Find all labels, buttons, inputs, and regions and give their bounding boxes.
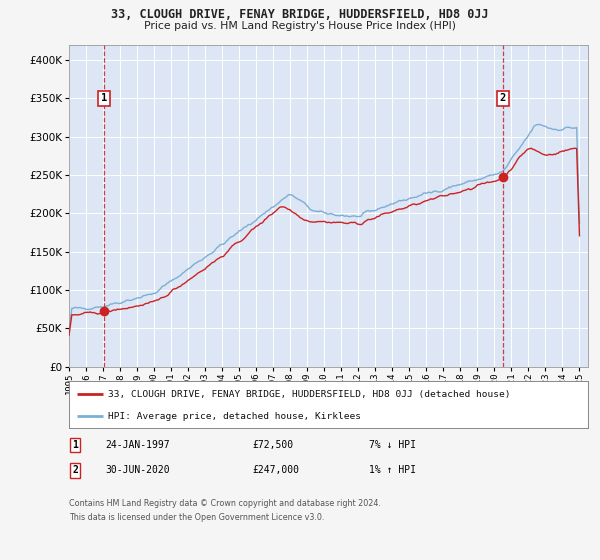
Text: 24-JAN-1997: 24-JAN-1997 (105, 440, 170, 450)
Text: £247,000: £247,000 (252, 465, 299, 475)
Text: Contains HM Land Registry data © Crown copyright and database right 2024.: Contains HM Land Registry data © Crown c… (69, 500, 381, 508)
Text: Price paid vs. HM Land Registry's House Price Index (HPI): Price paid vs. HM Land Registry's House … (144, 21, 456, 31)
Text: 30-JUN-2020: 30-JUN-2020 (105, 465, 170, 475)
Text: 33, CLOUGH DRIVE, FENAY BRIDGE, HUDDERSFIELD, HD8 0JJ (detached house): 33, CLOUGH DRIVE, FENAY BRIDGE, HUDDERSF… (108, 390, 511, 399)
Text: 2: 2 (500, 94, 506, 104)
Text: 33, CLOUGH DRIVE, FENAY BRIDGE, HUDDERSFIELD, HD8 0JJ: 33, CLOUGH DRIVE, FENAY BRIDGE, HUDDERSF… (111, 8, 489, 21)
Text: 1: 1 (72, 440, 78, 450)
Text: This data is licensed under the Open Government Licence v3.0.: This data is licensed under the Open Gov… (69, 513, 325, 522)
Text: 1% ↑ HPI: 1% ↑ HPI (369, 465, 416, 475)
Text: HPI: Average price, detached house, Kirklees: HPI: Average price, detached house, Kirk… (108, 412, 361, 421)
Text: 2: 2 (72, 465, 78, 475)
Text: 7% ↓ HPI: 7% ↓ HPI (369, 440, 416, 450)
Text: 1: 1 (101, 94, 107, 104)
Text: £72,500: £72,500 (252, 440, 293, 450)
